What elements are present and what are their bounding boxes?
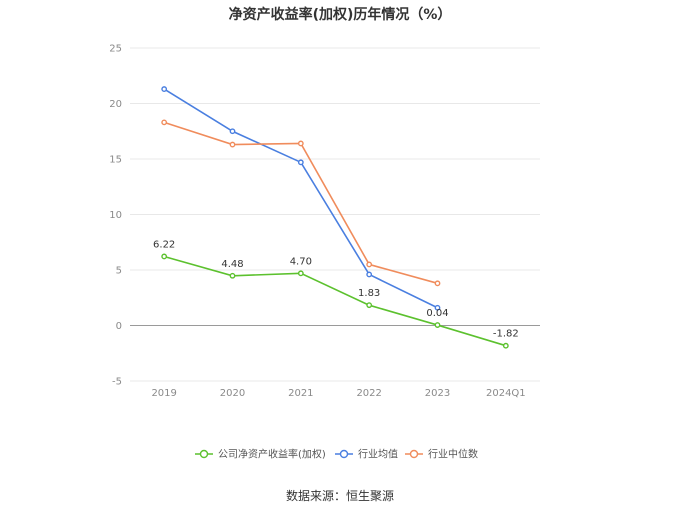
y-tick-label: 5 xyxy=(116,266,122,277)
x-tick-label: 2022 xyxy=(356,388,381,399)
x-tick-label: 2019 xyxy=(151,388,176,399)
legend-label: 行业中位数 xyxy=(428,448,478,461)
y-tick-label: 10 xyxy=(109,210,122,221)
data-label: 4.70 xyxy=(290,256,312,267)
data-point xyxy=(434,280,441,287)
data-label: 0.04 xyxy=(426,308,448,319)
legend-marker xyxy=(199,449,209,459)
data-point xyxy=(297,140,304,147)
y-tick-label: -5 xyxy=(112,377,122,388)
y-tick-label: 25 xyxy=(109,44,122,55)
data-point xyxy=(161,119,168,126)
data-point xyxy=(161,253,168,260)
data-label: 1.83 xyxy=(358,288,380,299)
legend-label: 公司净资产收益率(加权) xyxy=(218,448,326,461)
data-label: 4.48 xyxy=(221,259,243,270)
data-point xyxy=(434,304,441,311)
x-tick-label: 2024Q1 xyxy=(486,388,526,399)
data-point xyxy=(297,270,304,277)
legend-marker xyxy=(409,449,419,459)
data-point xyxy=(366,261,373,268)
series-line xyxy=(163,255,507,347)
legend-label: 行业均值 xyxy=(358,448,398,461)
data-label: -1.82 xyxy=(493,329,519,340)
data-point xyxy=(297,159,304,166)
data-label: 6.22 xyxy=(153,239,175,250)
y-tick-label: 15 xyxy=(109,155,122,166)
data-source: 数据来源：恒生聚源 xyxy=(285,489,394,503)
data-point xyxy=(229,272,236,279)
x-tick-label: 2020 xyxy=(220,388,245,399)
x-tick-label: 2021 xyxy=(288,388,313,399)
x-tick-label: 2023 xyxy=(425,388,450,399)
data-point xyxy=(161,86,168,92)
data-point xyxy=(229,141,236,148)
legend-marker xyxy=(339,449,349,459)
data-point xyxy=(229,128,236,135)
data-point xyxy=(366,302,373,309)
data-point xyxy=(366,271,373,278)
data-point xyxy=(502,342,509,349)
y-tick-label: 0 xyxy=(116,321,122,332)
data-point xyxy=(434,322,441,328)
chart-title: 净资产收益率(加权)历年情况（%） xyxy=(228,7,452,23)
y-tick-label: 20 xyxy=(109,99,122,110)
